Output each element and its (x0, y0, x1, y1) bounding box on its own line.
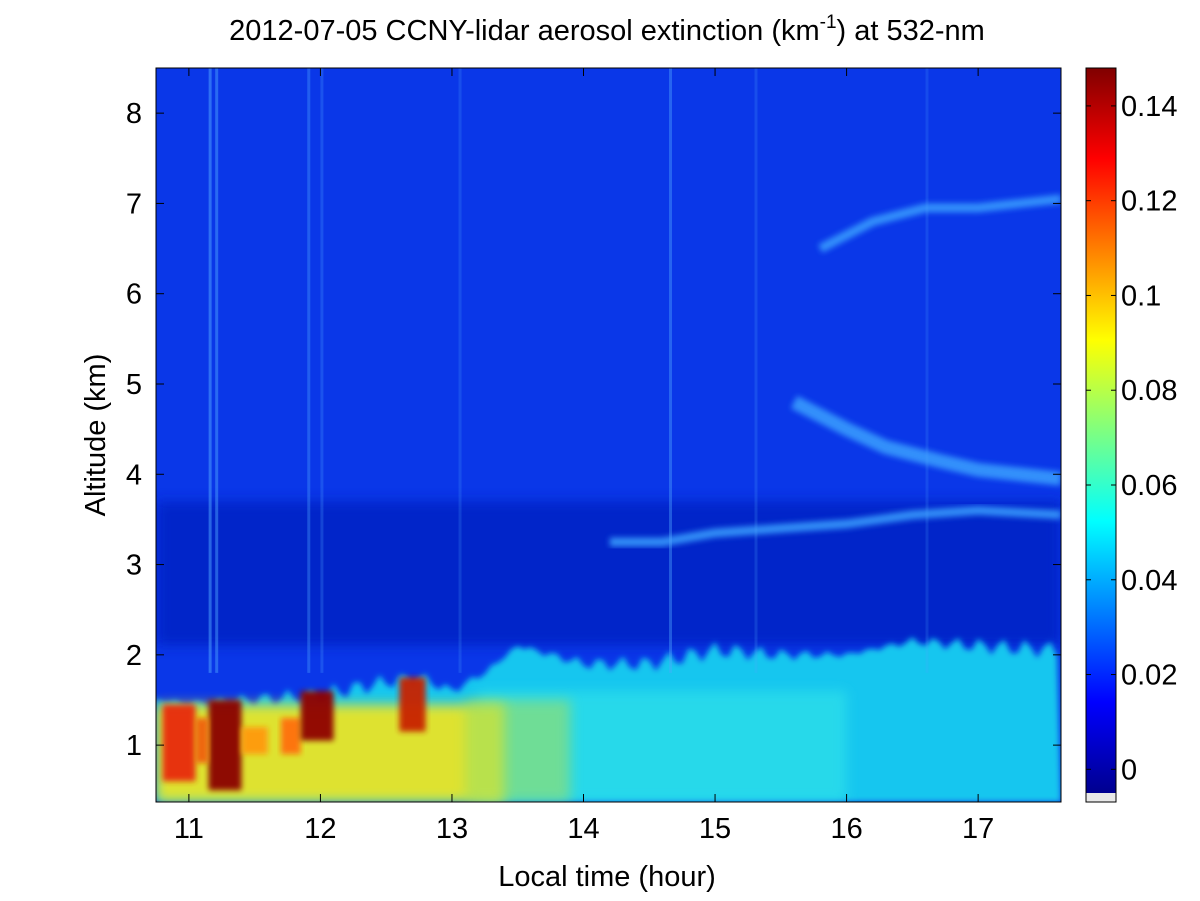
x-tick-label: 16 (830, 813, 862, 845)
colorbar-frame (1085, 67, 1117, 803)
hotspot-4 (300, 690, 334, 741)
streak-6 (754, 68, 758, 673)
y-tick-label: 2 (126, 640, 142, 672)
colorbar-tick-label: 0.1 (1121, 280, 1161, 312)
clean-air-band (156, 501, 1061, 646)
heatmap-field (156, 194, 1061, 802)
y-tick-label: 5 (126, 369, 142, 401)
streak-2 (307, 68, 311, 673)
hotspot-1 (208, 699, 242, 791)
y-tick-label: 8 (126, 98, 142, 130)
x-axis: 11 12 13 14 15 16 17 (174, 68, 994, 845)
colorbar-tick-label: 0 (1121, 754, 1137, 786)
chart-title: 2012-07-05 CCNY-lidar aerosol extinction… (229, 12, 985, 47)
plot-area (156, 68, 1061, 802)
x-tick-label: 15 (699, 813, 731, 845)
aerosol-layer-1 (790, 395, 1061, 486)
hotspot-5 (399, 677, 426, 732)
green-layer (465, 699, 571, 802)
colorbar (1086, 68, 1116, 793)
streak-4 (669, 68, 673, 673)
plot-frame (155, 67, 1062, 803)
hotspot-6 (241, 727, 268, 755)
aerosol-layer-0 (609, 505, 1061, 547)
x-tick-label: 13 (436, 813, 468, 845)
x-tick-label: 14 (567, 813, 599, 845)
hotspot-3 (280, 718, 301, 755)
streak-3 (320, 68, 324, 673)
aerosol-layer-2 (818, 194, 1061, 253)
streak-7 (925, 68, 929, 673)
noise-streaks (208, 68, 929, 673)
streak-1 (215, 68, 219, 673)
y-axis: 1 2 3 4 5 6 7 8 (126, 98, 1061, 762)
hotspot-0 (162, 704, 196, 782)
colorbar-underflow (1086, 793, 1116, 802)
colorbar-tick-label: 0.02 (1121, 660, 1177, 692)
colorbar-tick-label: 0.04 (1121, 565, 1177, 597)
colorbar-tick-label: 0.06 (1121, 470, 1177, 502)
colorbar-axis: 0 0.02 0.04 0.06 0.08 0.1 0.12 0.14 (1086, 91, 1177, 786)
x-tick-label: 12 (304, 813, 336, 845)
colorbar-tick-label: 0.08 (1121, 375, 1177, 407)
y-tick-label: 1 (126, 730, 142, 762)
x-axis-label: Local time (hour) (498, 861, 716, 893)
streak-0 (208, 68, 212, 673)
y-tick-label: 4 (126, 459, 142, 491)
y-tick-label: 7 (126, 188, 142, 220)
x-tick-label: 17 (962, 813, 994, 845)
y-axis-label: Altitude (km) (80, 354, 112, 517)
x-tick-label: 11 (174, 813, 204, 845)
colorbar-tick-label: 0.12 (1121, 186, 1177, 218)
y-tick-label: 3 (126, 550, 142, 582)
streak-5 (458, 68, 462, 673)
hotspot-2 (195, 718, 209, 764)
y-tick-label: 6 (126, 279, 142, 311)
colorbar-tick-label: 0.14 (1121, 91, 1177, 123)
